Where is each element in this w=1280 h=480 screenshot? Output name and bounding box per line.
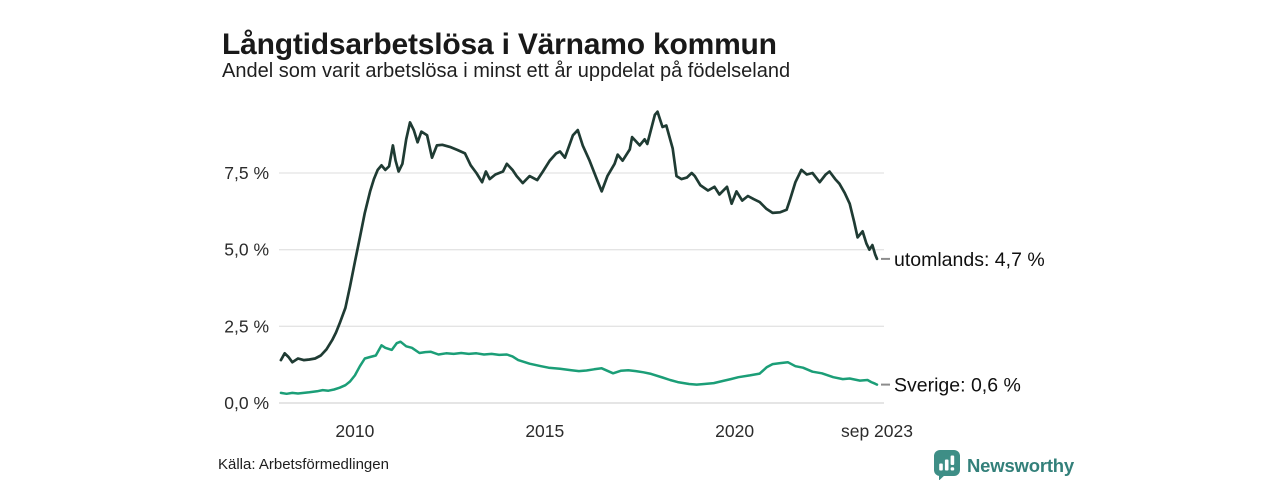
y-tick-label: 5,0 %	[224, 240, 269, 260]
brand-name: Newsworthy	[967, 454, 1074, 476]
series-end-label-utomlands: utomlands: 4,7 %	[894, 249, 1045, 271]
series-line-sverige	[279, 340, 879, 396]
x-tick-label: 2015	[525, 421, 564, 441]
y-tick-label: 2,5 %	[224, 316, 269, 336]
x-tick-label: 2010	[335, 421, 374, 441]
x-tick-label: sep 2023	[841, 421, 913, 441]
page-title: Långtidsarbetslösa i Värnamo kommun	[222, 28, 777, 62]
newsworthy-logo-icon	[934, 450, 960, 480]
source-note: Källa: Arbetsförmedlingen	[218, 456, 389, 473]
y-tick-label: 0,0 %	[224, 393, 269, 413]
series-end-label-sverige: Sverige: 0,6 %	[894, 375, 1021, 397]
x-tick-label: 2020	[715, 421, 754, 441]
page-subtitle: Andel som varit arbetslösa i minst ett å…	[222, 60, 791, 82]
brand-lockup: Newsworthy	[934, 450, 1074, 480]
y-tick-label: 7,5 %	[224, 163, 269, 183]
series-line-utomlands	[279, 110, 879, 364]
